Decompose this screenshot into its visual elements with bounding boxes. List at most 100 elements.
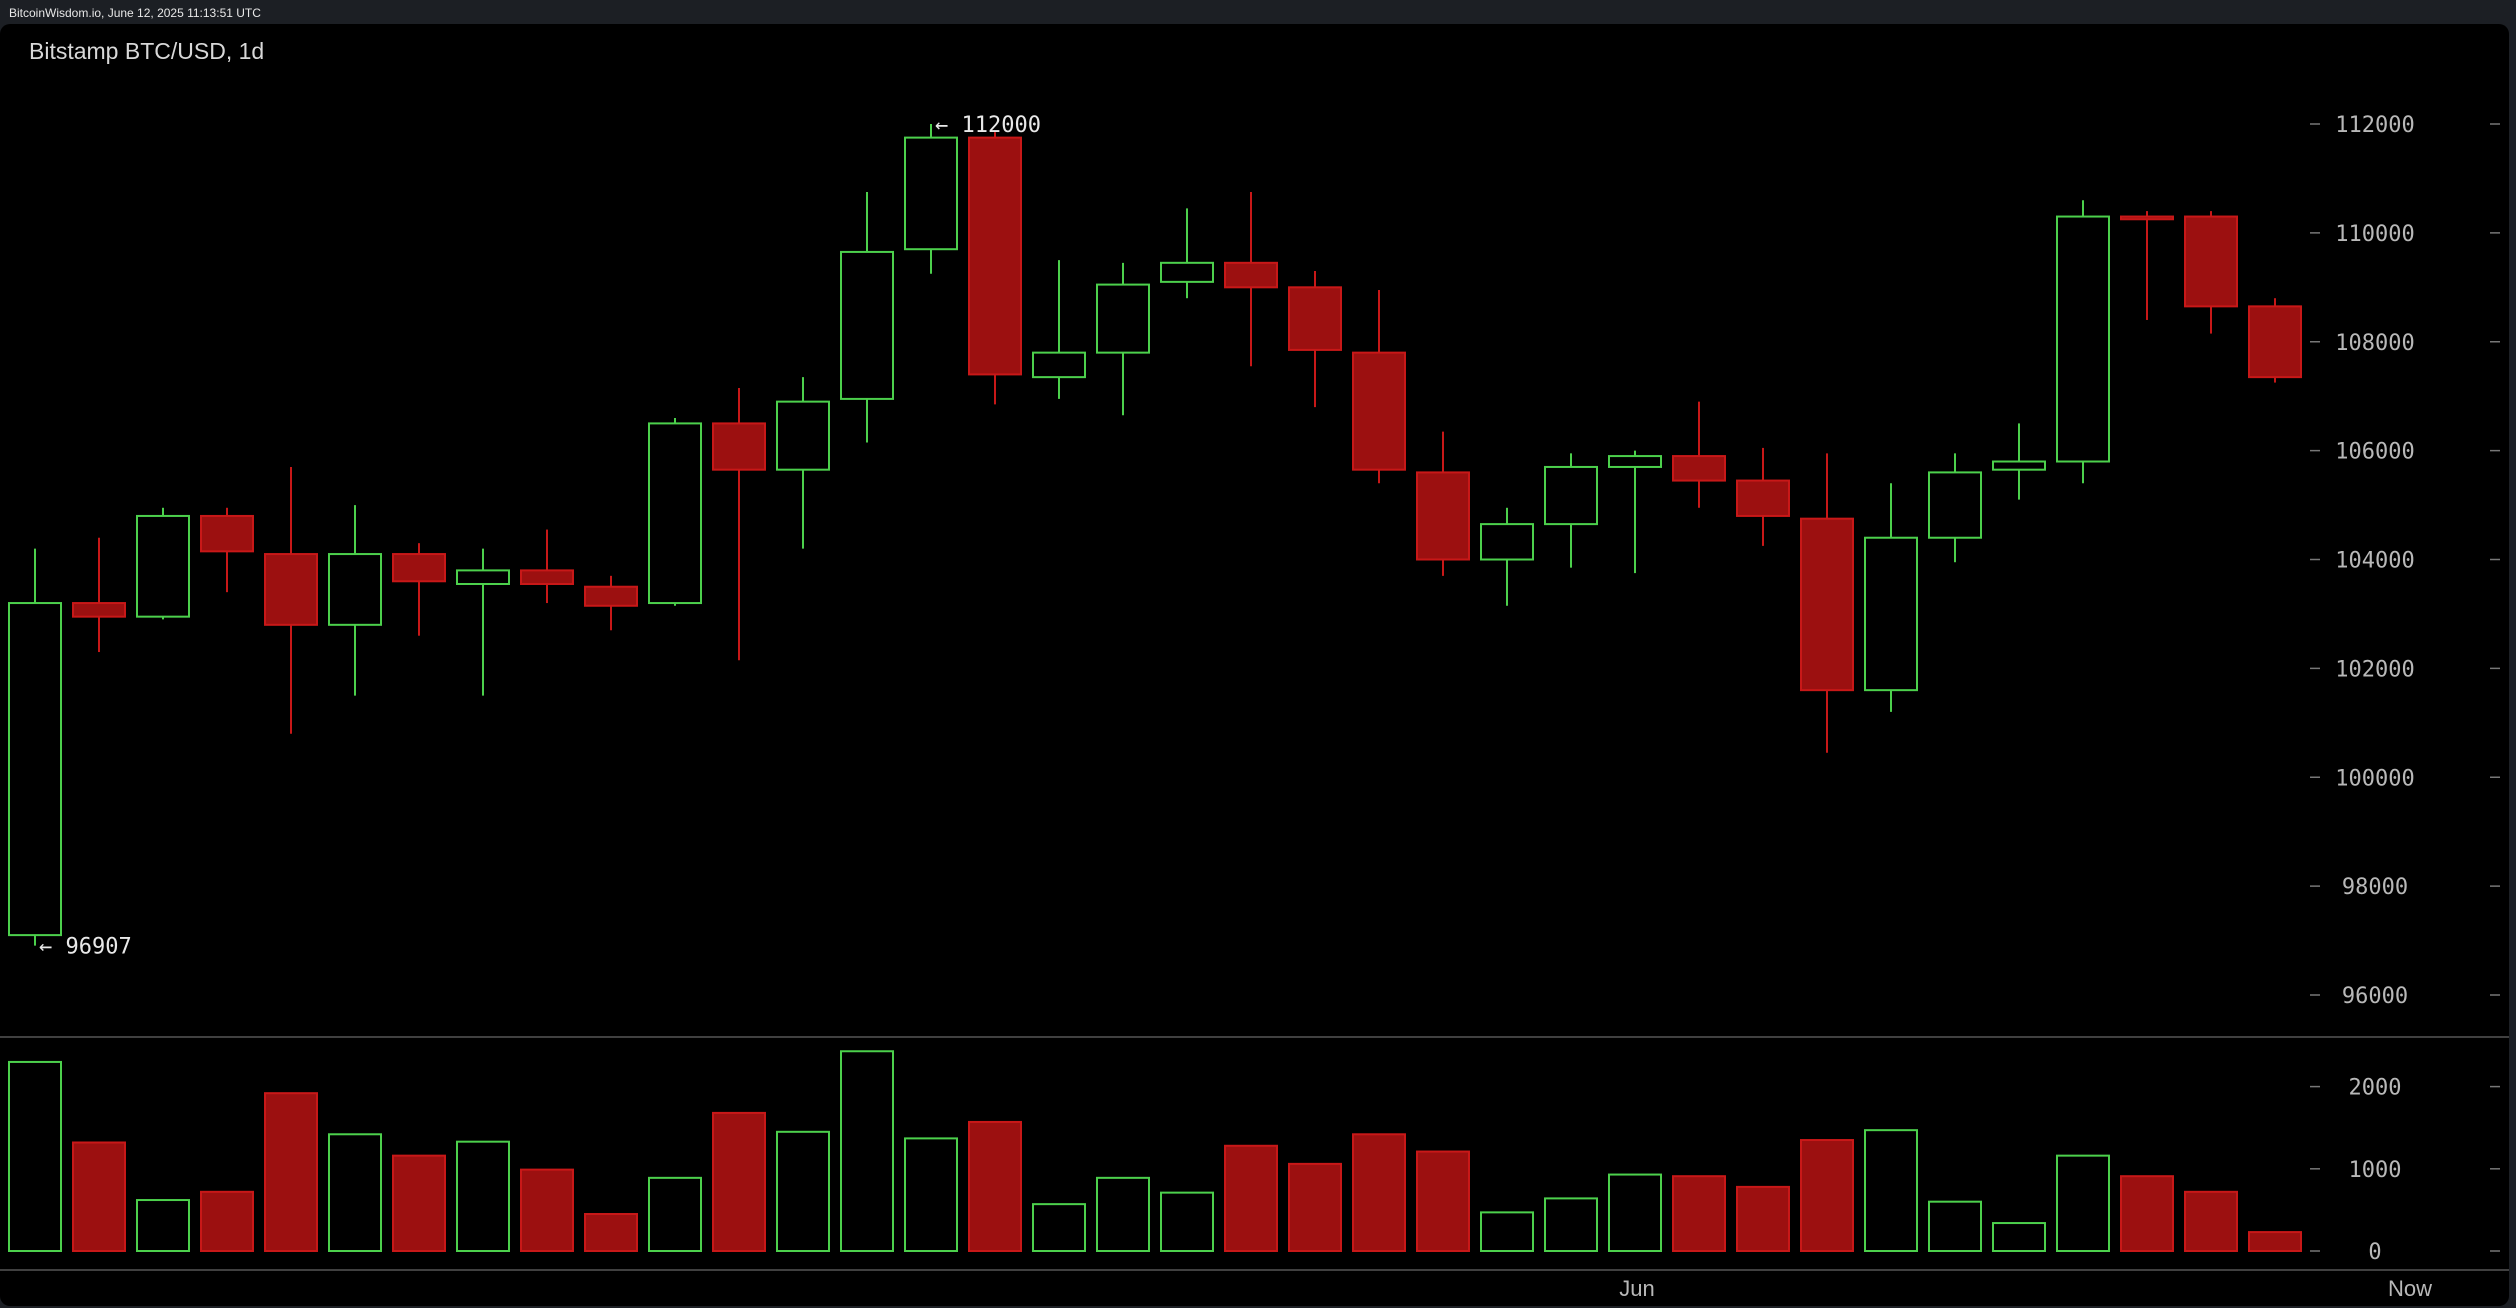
volume-bar-up — [904, 1137, 958, 1252]
volume-bars-layer — [8, 1050, 2302, 1253]
volume-bar-down — [1224, 1144, 1278, 1253]
candle-up — [1544, 453, 1598, 568]
candle-body — [1736, 479, 1790, 517]
volume-bar-down — [1416, 1150, 1470, 1252]
candle-body — [968, 136, 1022, 376]
candle-body — [1992, 460, 2046, 471]
price-tick-label: 100000 — [2335, 766, 2414, 791]
volume-bar-down — [1800, 1139, 1854, 1253]
volume-bar-down — [200, 1190, 254, 1253]
price-tick-label: 102000 — [2335, 657, 2414, 682]
candle-down — [520, 529, 574, 604]
candle-body — [776, 400, 830, 471]
annotations-layer: ← 112000 ← 96907 — [39, 113, 1041, 960]
candlestick-chart[interactable]: Bitstamp BTC/USD, 1d 96000 98000 100000 102… — [0, 24, 2509, 1306]
time-axis-label: Now — [2388, 1276, 2432, 1301]
candle-down — [1672, 401, 1726, 508]
price-annotation: ← 96907 — [39, 935, 132, 960]
candle-up — [1032, 260, 1086, 399]
candle-down — [1224, 192, 1278, 367]
candle-body — [584, 585, 638, 607]
candle-down — [1352, 290, 1406, 484]
candle-down — [1736, 447, 1790, 546]
price-tick-label: 106000 — [2335, 440, 2414, 465]
candle-body — [712, 422, 766, 471]
candle-body — [2248, 305, 2302, 379]
volume-bar-up — [1608, 1173, 1662, 1252]
volume-bar-up — [1480, 1211, 1534, 1252]
candle-up — [1480, 507, 1534, 606]
candle-body — [8, 602, 62, 937]
candle-body — [1224, 261, 1278, 289]
volume-bar-down — [584, 1213, 638, 1253]
candle-body — [456, 569, 510, 585]
candle-body — [1480, 523, 1534, 561]
candle-body — [648, 422, 702, 605]
candle-up — [328, 505, 382, 696]
candle-up — [1608, 450, 1662, 574]
candle-down — [968, 132, 1022, 405]
price-tick-label: 108000 — [2335, 331, 2414, 356]
candle-body — [1032, 351, 1086, 379]
candle-up — [904, 124, 958, 274]
volume-bar-down — [72, 1141, 126, 1252]
volume-axis: 0 1000 2000 — [2310, 1076, 2500, 1265]
price-tick-label: 98000 — [2342, 875, 2408, 900]
candle-up — [8, 548, 62, 946]
candle-body — [392, 553, 446, 583]
candle-body — [520, 569, 574, 585]
chart-title: Bitstamp BTC/USD, 1d — [29, 38, 264, 64]
volume-bar-up — [1928, 1200, 1982, 1253]
volume-bar-down — [968, 1120, 1022, 1253]
volume-tick-label: 2000 — [2349, 1076, 2402, 1101]
candle-body — [1544, 465, 1598, 526]
candles-layer — [8, 124, 2302, 946]
candle-body — [2056, 215, 2110, 463]
volume-bar-up — [8, 1060, 62, 1252]
chart-panel[interactable]: Bitstamp BTC/USD, 1d 96000 98000 100000 102… — [0, 24, 2509, 1306]
volume-bar-down — [2120, 1175, 2174, 1252]
candle-body — [840, 250, 894, 400]
price-tick-label: 104000 — [2335, 549, 2414, 574]
candle-up — [1928, 453, 1982, 563]
candle-up — [648, 417, 702, 606]
volume-bar-down — [2184, 1190, 2238, 1253]
candle-down — [72, 537, 126, 653]
volume-bar-down — [712, 1111, 766, 1253]
candle-up — [1864, 483, 1918, 712]
header-timestamp: BitcoinWisdom.io, June 12, 2025 11:13:51… — [9, 6, 261, 20]
candle-body — [328, 553, 382, 626]
candle-up — [456, 548, 510, 696]
volume-bar-up — [1032, 1203, 1086, 1252]
price-tick-label: 110000 — [2335, 222, 2414, 247]
candle-body — [1160, 261, 1214, 283]
volume-bar-down — [264, 1092, 318, 1253]
volume-bar-up — [840, 1050, 894, 1253]
volume-bar-down — [1288, 1162, 1342, 1253]
candle-body — [904, 136, 958, 251]
candle-body — [2120, 215, 2174, 221]
volume-bar-down — [1736, 1185, 1790, 1253]
candle-body — [1352, 351, 1406, 471]
volume-bar-up — [328, 1133, 382, 1252]
candle-up — [840, 192, 894, 443]
candle-down — [1288, 270, 1342, 408]
candle-up — [2056, 200, 2110, 484]
candle-body — [1416, 471, 1470, 561]
volume-bar-down — [520, 1168, 574, 1252]
candle-body — [1928, 471, 1982, 539]
volume-bar-up — [1160, 1191, 1214, 1252]
volume-bar-up — [136, 1199, 190, 1253]
candle-down — [200, 507, 254, 593]
candle-up — [136, 507, 190, 620]
candle-body — [200, 514, 254, 553]
candle-body — [72, 602, 126, 618]
candle-body — [264, 553, 318, 626]
volume-bar-up — [2056, 1154, 2110, 1252]
candle-body — [1800, 517, 1854, 692]
time-axis-label: Jun — [1619, 1276, 1654, 1301]
candle-down — [264, 466, 318, 734]
candle-down — [1800, 453, 1854, 753]
candle-down — [392, 543, 446, 636]
volume-bar-down — [2248, 1231, 2302, 1252]
